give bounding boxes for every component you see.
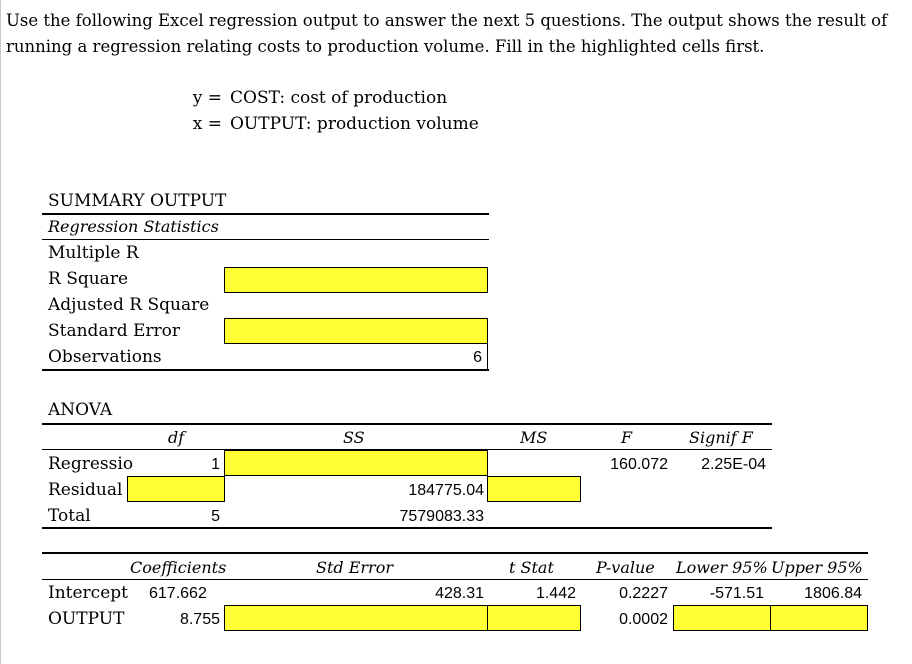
total-df: 5 bbox=[211, 508, 220, 525]
upper-95-header: Upper 95% bbox=[771, 558, 863, 577]
instructions-line-1: Use the following Excel regression outpu… bbox=[6, 11, 888, 30]
residual-row-label: Residual bbox=[48, 480, 123, 500]
intercept-lower-95: -571.51 bbox=[709, 585, 764, 602]
t-stat-header: t Stat bbox=[509, 558, 554, 577]
p-value-header: P-value bbox=[596, 558, 655, 577]
intercept-coefficient: 617.662 bbox=[149, 585, 207, 602]
anova-top-rule bbox=[42, 423, 772, 425]
x-description: OUTPUT: production volume bbox=[230, 114, 479, 134]
output-row-label: OUTPUT bbox=[48, 609, 125, 629]
multiple-r-label: Multiple R bbox=[48, 243, 139, 263]
total-row-label: Total bbox=[48, 506, 91, 526]
y-label: y = bbox=[192, 88, 222, 108]
standard-error-label: Standard Error bbox=[48, 321, 181, 341]
coef-header-rule bbox=[42, 579, 868, 580]
anova-df-header: df bbox=[168, 428, 185, 447]
std-error-header: Std Error bbox=[316, 558, 393, 577]
output-std-error-input-cell[interactable] bbox=[224, 605, 488, 631]
x-label: x = bbox=[192, 114, 222, 134]
adj-r-square-label: Adjusted R Square bbox=[48, 295, 210, 315]
intercept-upper-95: 1806.84 bbox=[804, 585, 862, 602]
intercept-t-stat: 1.442 bbox=[535, 585, 576, 602]
page-left-border bbox=[0, 0, 1, 664]
regression-signif-f: 2.25E-04 bbox=[701, 456, 766, 473]
y-description: COST: cost of production bbox=[230, 88, 448, 108]
total-ss: 7579083.33 bbox=[399, 508, 484, 525]
coef-top-rule bbox=[42, 552, 868, 554]
output-coefficient: 8.755 bbox=[179, 611, 220, 628]
standard-error-input-cell[interactable] bbox=[224, 318, 488, 344]
output-t-stat-input-cell[interactable] bbox=[487, 605, 581, 631]
output-lower-95-input-cell[interactable] bbox=[673, 605, 771, 631]
output-upper-95-input-cell[interactable] bbox=[770, 605, 868, 631]
anova-header-rule bbox=[42, 449, 772, 450]
anova-bottom-rule bbox=[42, 527, 772, 529]
r-square-input-cell[interactable] bbox=[224, 267, 488, 293]
summary-top-rule bbox=[42, 213, 489, 215]
residual-ss: 184775.04 bbox=[408, 482, 484, 499]
anova-f-header: F bbox=[621, 428, 633, 447]
regression-row-label: Regressio bbox=[48, 454, 134, 474]
stats-header-rule bbox=[42, 239, 489, 240]
intercept-p-value: 0.2227 bbox=[619, 585, 668, 602]
instructions: Use the following Excel regression outpu… bbox=[6, 8, 887, 60]
anova-ss-header: SS bbox=[343, 428, 365, 447]
summary-bottom-rule bbox=[42, 369, 489, 371]
coefficients-header: Coefficients bbox=[130, 558, 227, 577]
lower-95-header: Lower 95% bbox=[676, 558, 768, 577]
regression-df: 1 bbox=[211, 456, 220, 473]
intercept-std-error: 428.31 bbox=[435, 585, 484, 602]
residual-ms-input-cell[interactable] bbox=[487, 476, 581, 502]
output-p-value: 0.0002 bbox=[619, 611, 668, 628]
residual-df-input-cell[interactable] bbox=[127, 476, 225, 502]
observations-label: Observations bbox=[48, 347, 162, 367]
instructions-line-2: running a regression relating costs to p… bbox=[6, 37, 765, 56]
anova-ms-header: MS bbox=[520, 428, 548, 447]
observations-value: 6 bbox=[473, 349, 482, 366]
regression-statistics-header: Regression Statistics bbox=[48, 217, 219, 236]
intercept-row-label: Intercept bbox=[48, 583, 128, 603]
anova-title: ANOVA bbox=[48, 400, 113, 420]
regression-ss-input-cell[interactable] bbox=[224, 450, 488, 476]
anova-signif-f-header: Signif F bbox=[689, 428, 753, 447]
r-square-label: R Square bbox=[48, 269, 129, 289]
observations-cell-border bbox=[487, 344, 488, 370]
regression-f: 160.072 bbox=[610, 456, 668, 473]
summary-title: SUMMARY OUTPUT bbox=[48, 191, 227, 211]
